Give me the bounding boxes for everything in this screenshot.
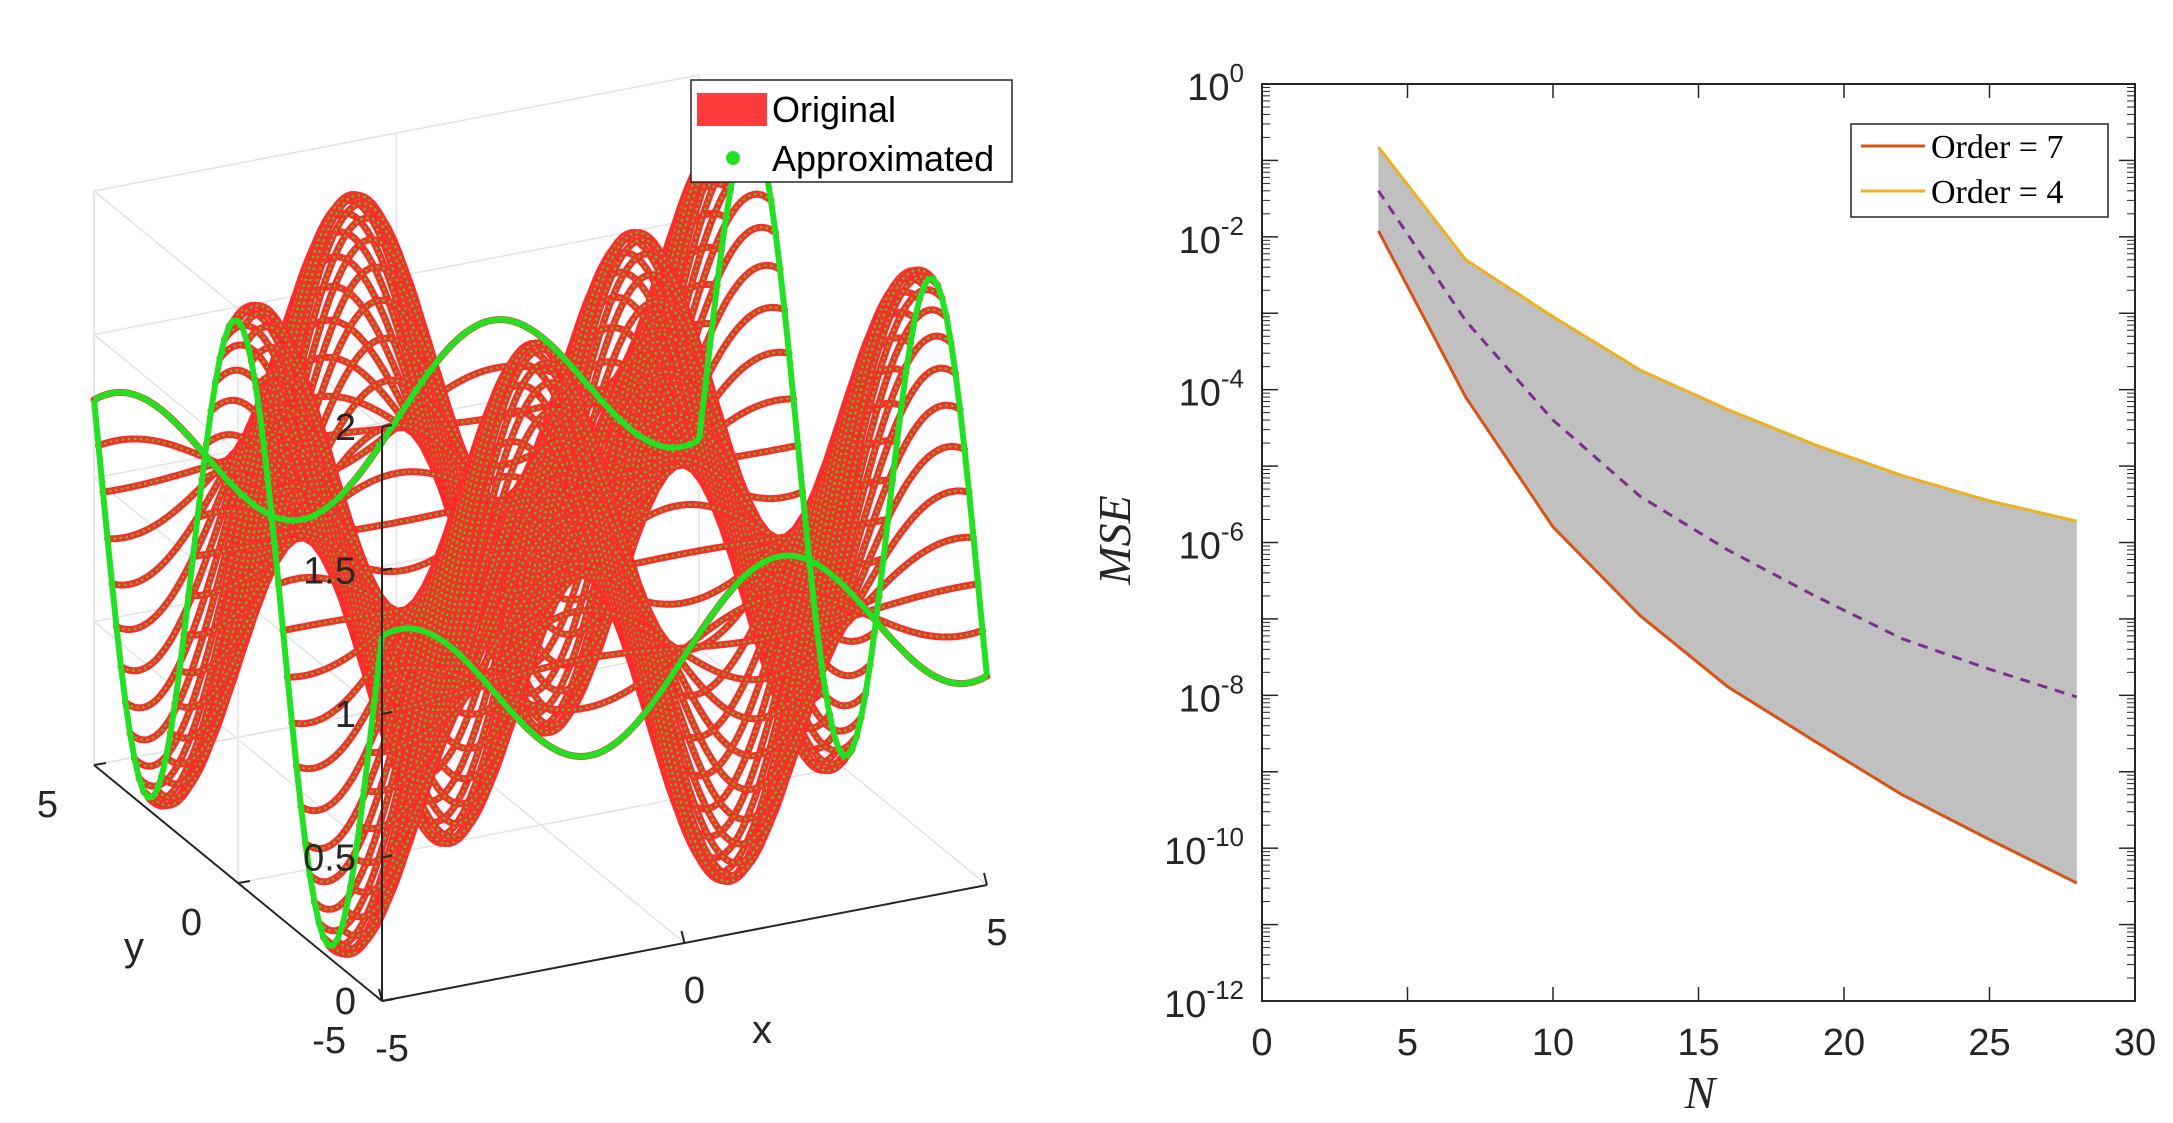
- y-tick-exponent: -2: [1221, 211, 1244, 241]
- approximated-points: [336, 288, 943, 950]
- y-tick-label: 10-8: [1179, 669, 1244, 720]
- mean-dashed-line: [1377, 189, 2078, 699]
- x-tick-label: 15: [1677, 1022, 1719, 1064]
- y-tick-exponent: -6: [1221, 517, 1244, 547]
- approximated-points: [327, 268, 934, 955]
- x-tick-label: 20: [1823, 1022, 1865, 1064]
- approximated-points: [147, 121, 754, 808]
- x-tick-label: 10: [1532, 1022, 1574, 1064]
- y-axis-label: MSE: [1089, 495, 1140, 585]
- x-tick-label: -5: [375, 1028, 409, 1070]
- legend-order-7-label: Order = 7: [1931, 129, 2063, 166]
- approximated-points: [377, 593, 983, 711]
- surface-plot: 00.511.52-505-505 x y Original Approxima…: [37, 74, 1013, 1070]
- error-band: [1378, 147, 2077, 883]
- x-tick-label: 30: [2114, 1022, 2156, 1064]
- legend-original-label: Original: [772, 89, 896, 130]
- z-tick-label: 1: [335, 694, 356, 736]
- x-tick-labels: 0 5 10 15 20 25 30: [1251, 1022, 2156, 1064]
- y-tick-base: 10: [1179, 373, 1221, 415]
- legend-approximated-marker: [726, 151, 740, 165]
- legend-original-patch: [697, 93, 767, 126]
- axes-box: [1261, 83, 2136, 1002]
- approximated-points: [98, 365, 704, 483]
- y-tick-exponent: -8: [1221, 669, 1244, 699]
- y-tick-exponent: -12: [1206, 975, 1244, 1005]
- y-tick-base: 10: [1164, 984, 1206, 1026]
- approximated-points: [255, 300, 862, 806]
- x-axis-label: N: [1684, 1067, 1718, 1118]
- grid-line: [698, 648, 988, 886]
- x-tick-label: 5: [1397, 1022, 1418, 1064]
- line-legend: Order = 7 Order = 4: [1850, 123, 2109, 218]
- z-tick-mark: [381, 567, 393, 572]
- y-tick-label: -5: [312, 1020, 346, 1062]
- z-tick-label: 1.5: [303, 551, 356, 593]
- approximated-points: [313, 290, 921, 911]
- x-tick-label: 25: [1968, 1022, 2010, 1064]
- y-tick-base: 10: [1179, 526, 1221, 568]
- x-tick-label: 0: [1251, 1022, 1272, 1064]
- y-tick-mark: [93, 762, 107, 766]
- approximated-points: [133, 139, 741, 768]
- x-tick-mark: [680, 930, 686, 944]
- x-tick-mark: [378, 988, 383, 1002]
- x-tick-label: 5: [986, 912, 1007, 954]
- y-tick-label: 100: [1187, 58, 1244, 109]
- z-tick-label: 0: [335, 981, 356, 1023]
- surface-mesh: [90, 118, 991, 958]
- z-tick-label: 0.5: [303, 838, 356, 880]
- approximated-points: [318, 276, 925, 932]
- x-tick-mark: [983, 872, 988, 886]
- z-tick-mark: [381, 711, 393, 715]
- approximated-points: [188, 397, 794, 598]
- approximated-points: [192, 444, 799, 558]
- axis-ticks: [1261, 83, 2136, 1002]
- y-tick-exponent: -10: [1206, 822, 1244, 852]
- y-tick-base: 10: [1179, 220, 1221, 262]
- y-tick-mark: [237, 880, 251, 884]
- y-tick-label: 10-2: [1179, 211, 1244, 262]
- surface-legend: Original Approximated: [690, 79, 1013, 183]
- approximated-points: [250, 273, 858, 825]
- y-tick-label: 0: [181, 902, 202, 944]
- y-tick-base: 10: [1179, 678, 1221, 720]
- approximated-points: [151, 129, 759, 807]
- y-tick-base: 10: [1164, 831, 1206, 873]
- z-tick-label: 2: [335, 407, 356, 449]
- x-axis-label: x: [752, 1008, 772, 1052]
- approximated-points: [214, 296, 822, 744]
- mse-line-chart: 0 5 10 15 20 25 30 10-1210-1010-810-610-410-21…: [1089, 58, 2156, 1118]
- y-tick-label: 10-10: [1164, 822, 1244, 873]
- z-tick-mark: [381, 854, 393, 859]
- legend-box: [1850, 123, 2109, 218]
- approximated-points: [340, 308, 948, 937]
- legend-order-4-label: Order = 4: [1931, 174, 2063, 211]
- y-tick-label: 10-12: [1164, 975, 1244, 1026]
- y-tick-label: 10-4: [1179, 364, 1244, 415]
- y-tick-label: 10-6: [1179, 517, 1244, 568]
- order-7-line: [1377, 230, 2078, 885]
- y-tick-mark: [381, 998, 395, 1002]
- y-tick-exponent: 0: [1230, 58, 1244, 88]
- surface-edge-left: [91, 317, 385, 950]
- surface-tick-labels: 00.511.52-505-505: [37, 407, 1008, 1070]
- approximated-points: [331, 275, 939, 956]
- surface-edge-back: [92, 316, 701, 524]
- y-axis-label: y: [124, 925, 144, 969]
- x-tick-label: 0: [684, 970, 705, 1012]
- y-tick-label: 5: [37, 784, 58, 826]
- approximated-points: [304, 336, 912, 850]
- approximated-points: [223, 251, 831, 803]
- legend-approximated-label: Approximated: [772, 138, 994, 179]
- order-4-line: [1377, 146, 2078, 523]
- y-tick-base: 10: [1187, 67, 1229, 109]
- z-tick-mark: [381, 424, 393, 428]
- approximated-points: [287, 478, 893, 679]
- y-tick-exponent: -4: [1221, 364, 1244, 394]
- surface-edge-front: [380, 552, 989, 760]
- approximated-points: [142, 120, 750, 801]
